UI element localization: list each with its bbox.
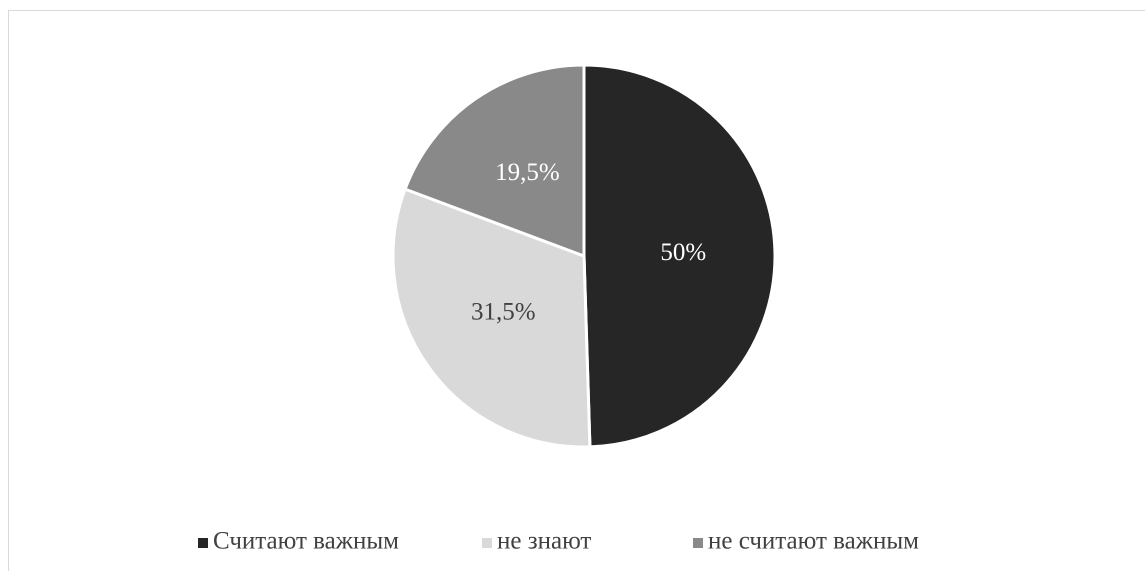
legend-swatch <box>693 538 703 548</box>
pie-slice <box>403 63 586 259</box>
legend-label: не знают <box>497 528 591 555</box>
legend-swatch <box>198 538 208 548</box>
data-label: 31,5% <box>471 299 536 326</box>
legend-label: Считают важным <box>213 528 399 555</box>
pie-slice <box>391 187 592 449</box>
pie-slice <box>582 63 777 449</box>
data-label: 19,5% <box>495 159 560 186</box>
legend-swatch <box>482 538 492 548</box>
legend-label: не считают важным <box>708 528 919 555</box>
data-label: 50% <box>660 239 706 266</box>
